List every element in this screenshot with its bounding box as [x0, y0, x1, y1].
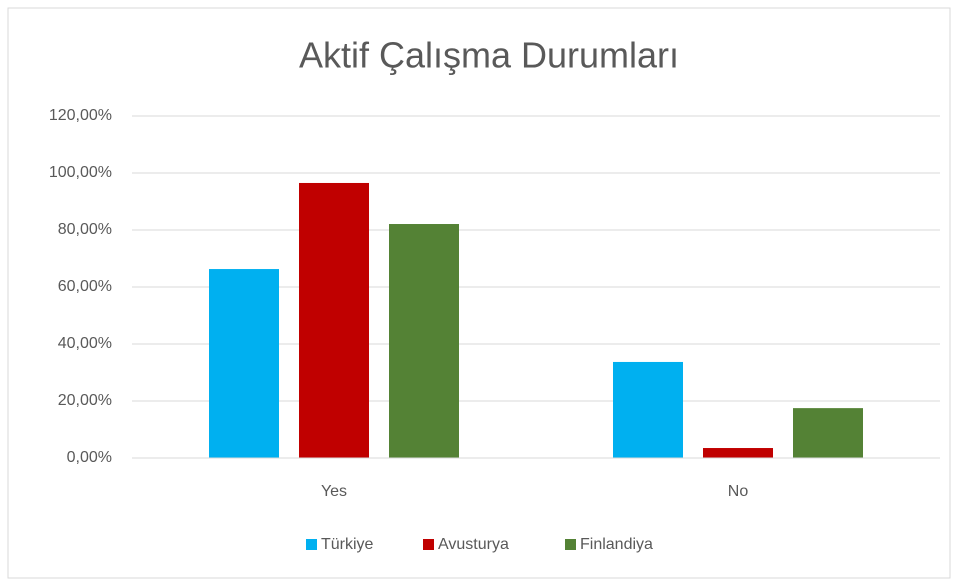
y-tick-label: 100,00% — [49, 164, 112, 181]
y-tick-label: 40,00% — [58, 335, 112, 352]
bar — [389, 224, 459, 458]
y-tick-label: 60,00% — [58, 278, 112, 295]
y-tick-label: 0,00% — [67, 449, 112, 466]
y-tick-label: 80,00% — [58, 221, 112, 238]
bar — [703, 448, 773, 458]
bar — [299, 182, 369, 458]
bar — [793, 408, 863, 458]
x-tick-label: No — [728, 483, 749, 500]
legend-label: Türkiye — [321, 536, 374, 553]
legend-swatch — [306, 539, 317, 550]
legend-swatch — [423, 539, 434, 550]
y-tick-label: 20,00% — [58, 392, 112, 409]
y-tick-label: 120,00% — [49, 107, 112, 124]
legend-label: Finlandiya — [580, 536, 653, 553]
chart-border — [7, 7, 951, 579]
legend-label: Avusturya — [438, 536, 509, 553]
chart-title: Aktif Çalışma Durumları — [299, 35, 679, 76]
legend-swatch — [565, 539, 576, 550]
bar — [209, 269, 279, 458]
x-tick-label: Yes — [321, 483, 347, 500]
bar — [613, 361, 683, 458]
